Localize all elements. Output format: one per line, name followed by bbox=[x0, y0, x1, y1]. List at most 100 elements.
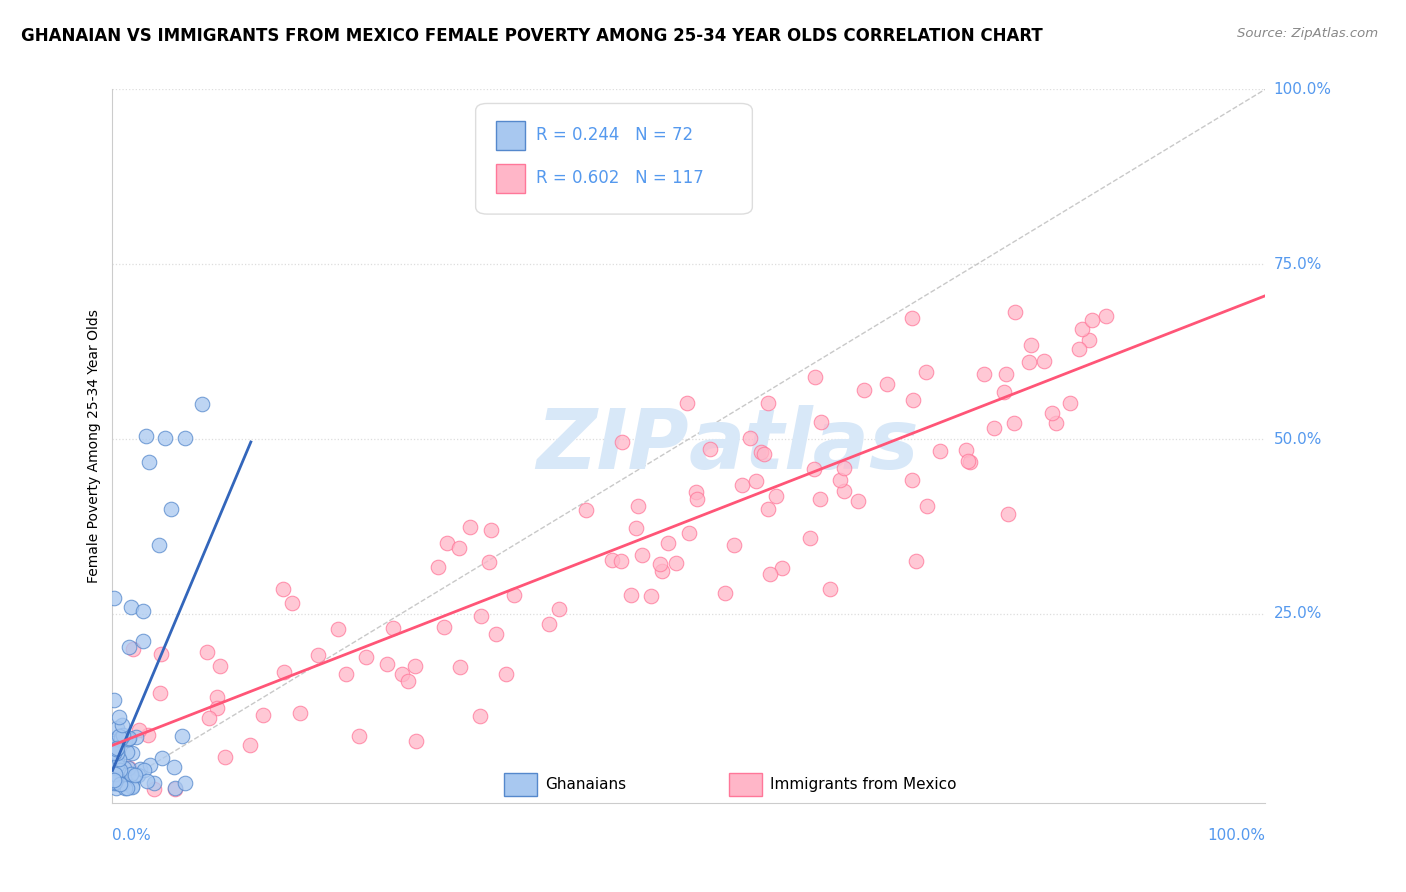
Point bbox=[121, 746, 143, 760]
Point bbox=[1019, 338, 1042, 352]
Point bbox=[103, 776, 125, 790]
Point bbox=[1080, 312, 1102, 326]
Point bbox=[121, 779, 143, 793]
Point bbox=[832, 461, 855, 475]
Point bbox=[1069, 342, 1091, 356]
Point bbox=[1094, 309, 1116, 323]
Point bbox=[686, 491, 709, 506]
Point bbox=[830, 473, 852, 487]
Point bbox=[105, 721, 128, 735]
Point bbox=[612, 434, 634, 449]
Point bbox=[685, 485, 707, 500]
Point bbox=[105, 776, 128, 790]
Point bbox=[630, 548, 652, 562]
Point bbox=[105, 775, 128, 789]
Point bbox=[738, 431, 761, 445]
Point bbox=[148, 538, 170, 552]
FancyBboxPatch shape bbox=[496, 164, 526, 193]
Point bbox=[756, 502, 779, 516]
Point bbox=[436, 535, 458, 549]
Point bbox=[458, 520, 481, 534]
Point bbox=[110, 731, 132, 745]
Point bbox=[108, 773, 131, 788]
Point bbox=[120, 600, 142, 615]
Point bbox=[1045, 417, 1067, 431]
Point bbox=[375, 657, 398, 671]
Point bbox=[307, 648, 329, 663]
Y-axis label: Female Poverty Among 25-34 Year Olds: Female Poverty Among 25-34 Year Olds bbox=[87, 309, 101, 583]
Point bbox=[111, 777, 134, 791]
Point bbox=[197, 645, 219, 659]
Point bbox=[105, 772, 128, 786]
Text: 50.0%: 50.0% bbox=[1274, 432, 1322, 447]
Point bbox=[174, 776, 197, 790]
Point bbox=[239, 738, 262, 752]
Point bbox=[174, 430, 197, 444]
Point bbox=[103, 731, 125, 746]
Point bbox=[758, 396, 780, 410]
Point bbox=[745, 475, 768, 489]
Point bbox=[901, 393, 924, 408]
Point bbox=[103, 591, 125, 605]
Point bbox=[114, 732, 136, 747]
Point bbox=[770, 561, 793, 575]
Point bbox=[115, 745, 138, 759]
Point bbox=[404, 659, 426, 673]
Point bbox=[117, 731, 139, 746]
Point bbox=[110, 776, 132, 790]
Point bbox=[678, 525, 700, 540]
Point bbox=[730, 478, 752, 492]
Point bbox=[470, 608, 492, 623]
Point bbox=[973, 367, 995, 381]
Point bbox=[765, 489, 787, 503]
Point bbox=[104, 744, 127, 758]
Point bbox=[995, 367, 1018, 381]
Point bbox=[108, 729, 131, 743]
Point bbox=[433, 620, 456, 634]
Point bbox=[118, 640, 141, 654]
Point bbox=[808, 491, 831, 506]
Point bbox=[163, 780, 186, 795]
Text: 25.0%: 25.0% bbox=[1274, 607, 1322, 622]
Point bbox=[449, 660, 471, 674]
Text: Immigrants from Mexico: Immigrants from Mexico bbox=[769, 777, 956, 792]
FancyBboxPatch shape bbox=[496, 121, 526, 150]
Point bbox=[138, 455, 160, 469]
Point bbox=[752, 447, 775, 461]
Point bbox=[602, 552, 624, 566]
Point bbox=[548, 601, 571, 615]
Point bbox=[391, 666, 413, 681]
Point bbox=[120, 766, 142, 780]
Point bbox=[143, 781, 166, 796]
Point bbox=[163, 760, 186, 774]
Point bbox=[396, 674, 419, 689]
Point bbox=[485, 626, 508, 640]
Point bbox=[1059, 396, 1081, 410]
Point bbox=[122, 642, 145, 657]
Point bbox=[470, 709, 492, 723]
Point bbox=[326, 622, 349, 636]
Point bbox=[118, 731, 141, 746]
Text: 75.0%: 75.0% bbox=[1274, 257, 1322, 271]
Text: 0.0%: 0.0% bbox=[112, 828, 152, 843]
Point bbox=[479, 523, 502, 537]
Point bbox=[273, 582, 295, 596]
Point bbox=[915, 500, 938, 514]
Point bbox=[714, 586, 737, 600]
Point bbox=[103, 747, 125, 761]
Point bbox=[818, 582, 841, 597]
Point bbox=[149, 686, 172, 700]
Point bbox=[335, 667, 357, 681]
Point bbox=[273, 665, 295, 679]
Text: atlas: atlas bbox=[689, 406, 920, 486]
Point bbox=[631, 166, 654, 180]
Point bbox=[132, 634, 155, 648]
Point bbox=[132, 604, 155, 618]
Point bbox=[624, 521, 647, 535]
Text: ZIP: ZIP bbox=[536, 406, 689, 486]
Point bbox=[105, 740, 128, 755]
Text: GHANAIAN VS IMMIGRANTS FROM MEXICO FEMALE POVERTY AMONG 25-34 YEAR OLDS CORRELAT: GHANAIAN VS IMMIGRANTS FROM MEXICO FEMAL… bbox=[21, 27, 1043, 45]
Point bbox=[128, 723, 150, 737]
Point bbox=[575, 502, 598, 516]
Point bbox=[150, 647, 173, 661]
